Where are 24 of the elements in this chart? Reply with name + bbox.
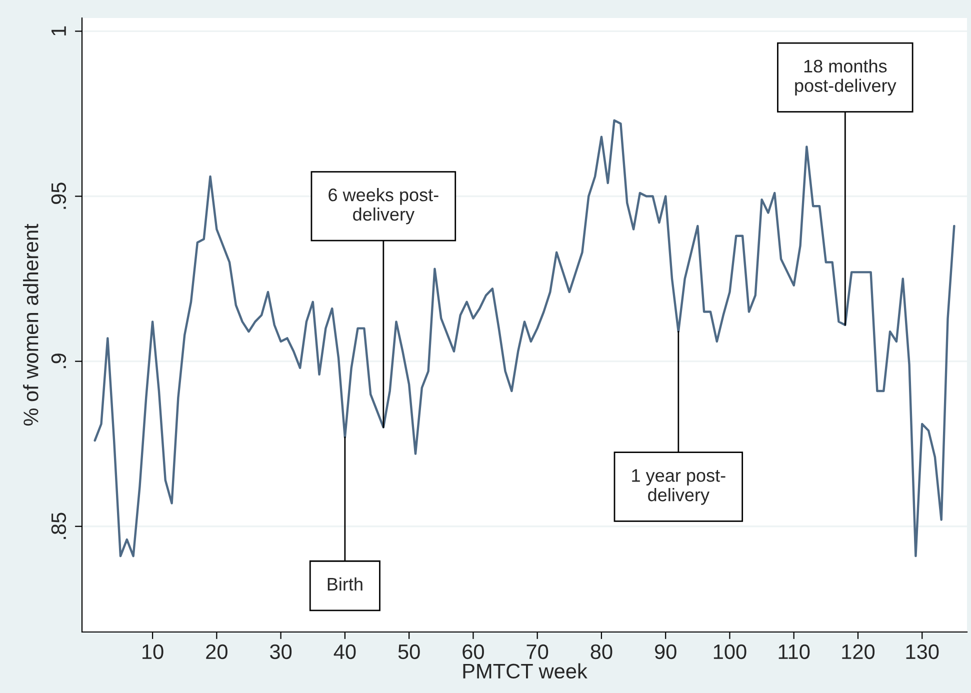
x-tick-label: 60: [462, 644, 484, 660]
x-tick-label: 20: [206, 644, 228, 660]
annotation: Birth: [328, 577, 362, 591]
y-tick-label: 1: [52, 26, 66, 36]
x-tick-label: 80: [590, 644, 612, 660]
x-tick-label: 70: [526, 644, 548, 660]
x-tick-label: 50: [398, 644, 420, 660]
x-tick-label: 40: [334, 644, 356, 660]
y-axis-title: % of women adherent: [23, 224, 38, 426]
x-tick-label: 120: [842, 644, 875, 660]
x-tick-label: 130: [906, 644, 939, 660]
line-series: [94, 119, 956, 558]
x-tick-label: 100: [714, 644, 746, 660]
x-tick-label: 10: [142, 644, 164, 660]
x-axis-title: PMTCT week: [463, 663, 588, 679]
x-tick-label: 90: [654, 644, 676, 660]
y-tick-label: .85: [51, 512, 66, 539]
annotation: 6 weeks post- delivery: [328, 188, 438, 224]
x-tick-label: 30: [270, 644, 292, 660]
y-tick-label: .9: [51, 354, 66, 368]
y-tick-label: .95: [51, 182, 66, 209]
x-tick-label: 110: [778, 644, 810, 660]
annotation: 1 year post- delivery: [632, 469, 726, 505]
annotation: 18 months post-delivery: [795, 59, 896, 96]
